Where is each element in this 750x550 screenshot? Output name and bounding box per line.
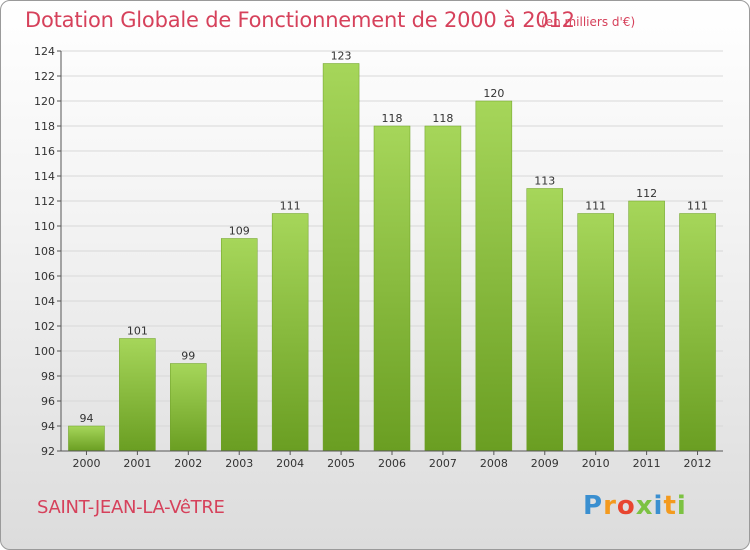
y-tick-label: 102 [34, 320, 55, 333]
y-tick-label: 100 [34, 345, 55, 358]
data-label-2004: 111 [280, 200, 301, 213]
y-tick-label: 118 [34, 120, 55, 133]
data-label-2002: 99 [181, 350, 195, 363]
bar-2010 [577, 213, 614, 452]
x-tick-label: 2004 [276, 457, 304, 470]
y-tick-label: 94 [41, 420, 55, 433]
chart-subtitle: (en milliers d'€) [541, 15, 636, 29]
bar-2003 [220, 238, 258, 452]
data-label-2006: 118 [382, 112, 403, 125]
x-tick-label: 2000 [72, 457, 100, 470]
bar-2001 [119, 338, 156, 452]
y-tick-label: 116 [34, 145, 55, 158]
data-label-2008: 120 [483, 87, 504, 100]
data-label-2000: 94 [79, 412, 93, 425]
logo-letter: t [663, 491, 677, 521]
y-tick-label: 120 [34, 95, 55, 108]
bar-2007 [424, 125, 462, 452]
bar-2011 [628, 200, 665, 452]
logo-letter: i [653, 491, 664, 521]
data-label-2010: 111 [585, 200, 606, 213]
x-tick-label: 2007 [429, 457, 457, 470]
y-tick-label: 112 [34, 195, 55, 208]
y-tick-label: 124 [34, 45, 55, 58]
x-tick-label: 2010 [582, 457, 610, 470]
data-label-2012: 111 [687, 200, 708, 213]
y-tick-label: 108 [34, 245, 55, 258]
y-tick-label: 122 [34, 70, 55, 83]
bars: 94 101 99 109 111 123 118 118 120 113 111 112 111 [68, 50, 716, 452]
x-tick-label: 2011 [633, 457, 661, 470]
y-tick-label: 110 [34, 220, 55, 233]
x-tick-label: 2002 [174, 457, 202, 470]
x-tick-label: 2006 [378, 457, 406, 470]
bar-2009 [526, 188, 564, 452]
chart-title: Dotation Globale de Fonctionnement de 20… [25, 8, 575, 32]
logo-letter: o [616, 491, 636, 521]
bar-2012 [679, 213, 716, 452]
y-tick-label: 96 [41, 395, 55, 408]
logo-letter: x [635, 491, 654, 521]
x-tick-label: 2009 [531, 457, 559, 470]
logo-letter: i [676, 491, 687, 521]
commune-name: SAINT-JEAN-LA-VêTRE [37, 497, 225, 518]
bar-2004 [271, 213, 309, 452]
y-tick-label: 92 [41, 445, 55, 458]
data-label-2011: 112 [636, 187, 657, 200]
x-tick-label: 2001 [123, 457, 151, 470]
data-label-2007: 118 [432, 112, 453, 125]
bar-2000 [68, 425, 105, 452]
data-label-2003: 109 [229, 225, 250, 238]
bar-2002 [170, 363, 207, 452]
axes: 92 94 96 98 100 102 104 106 108 110 112 114 116 118 12… [34, 45, 723, 470]
x-tick-label: 2005 [327, 457, 355, 470]
logo-letter: P [583, 491, 604, 521]
y-tick-label: 106 [34, 270, 55, 283]
x-tick-label: 2003 [225, 457, 253, 470]
proxiti-logo: Proxiti [583, 491, 687, 521]
bar-2005 [322, 63, 360, 452]
logo-letter: r [603, 491, 617, 521]
y-tick-label: 98 [41, 370, 55, 383]
bar-2008 [475, 100, 513, 452]
bar-2006 [373, 125, 411, 452]
x-tick-label: 2012 [684, 457, 712, 470]
y-tick-label: 114 [34, 170, 55, 183]
data-label-2001: 101 [127, 325, 148, 338]
x-tick-label: 2008 [480, 457, 508, 470]
y-tick-label: 104 [34, 295, 55, 308]
data-label-2009: 113 [534, 175, 555, 188]
data-label-2005: 123 [331, 50, 352, 63]
